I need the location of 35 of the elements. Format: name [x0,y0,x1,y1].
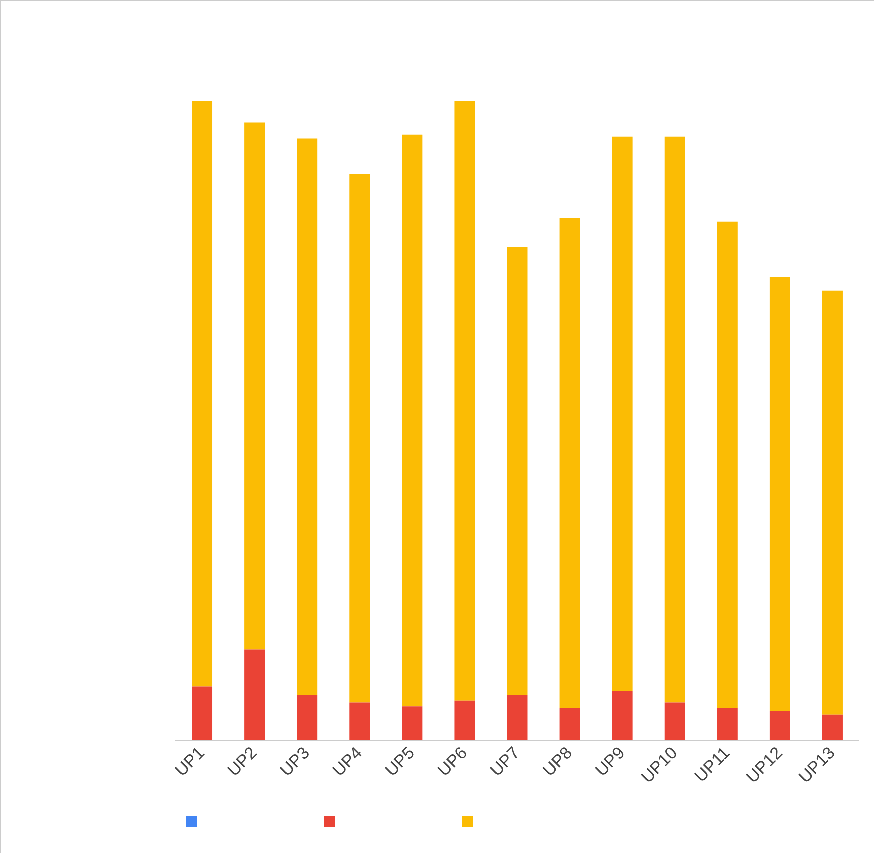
bar [402,706,423,741]
bar [454,101,476,701]
x-tick-label: UP1 [172,743,208,780]
bar [560,218,580,709]
x-tick-label: UP6 [434,743,472,780]
bar [350,174,370,703]
bar [507,695,528,741]
x-tick-label: UP5 [382,743,419,780]
bar [664,136,686,703]
bar [350,702,370,741]
bar [822,714,843,741]
bar [560,708,580,741]
bar [612,691,633,741]
x-tick-label: UP2 [224,743,261,780]
x-tick-label: UP9 [592,743,629,780]
x-tick-label: UP3 [276,743,314,780]
bar [244,122,266,650]
bar [717,708,738,741]
bar [664,702,686,741]
bar [822,290,843,715]
x-tick-label: UP8 [539,743,576,780]
bar [770,278,790,712]
bar [297,138,318,696]
x-tick-label: UP4 [329,743,366,780]
x-tick-label: UP7 [486,743,524,780]
bar [507,247,528,696]
bar [402,134,423,707]
bar [612,136,633,692]
bar [192,686,213,741]
bar [454,700,476,741]
bar [244,650,266,741]
bar [192,101,213,687]
bar [297,695,318,741]
bar [717,222,738,709]
bar [770,711,790,741]
